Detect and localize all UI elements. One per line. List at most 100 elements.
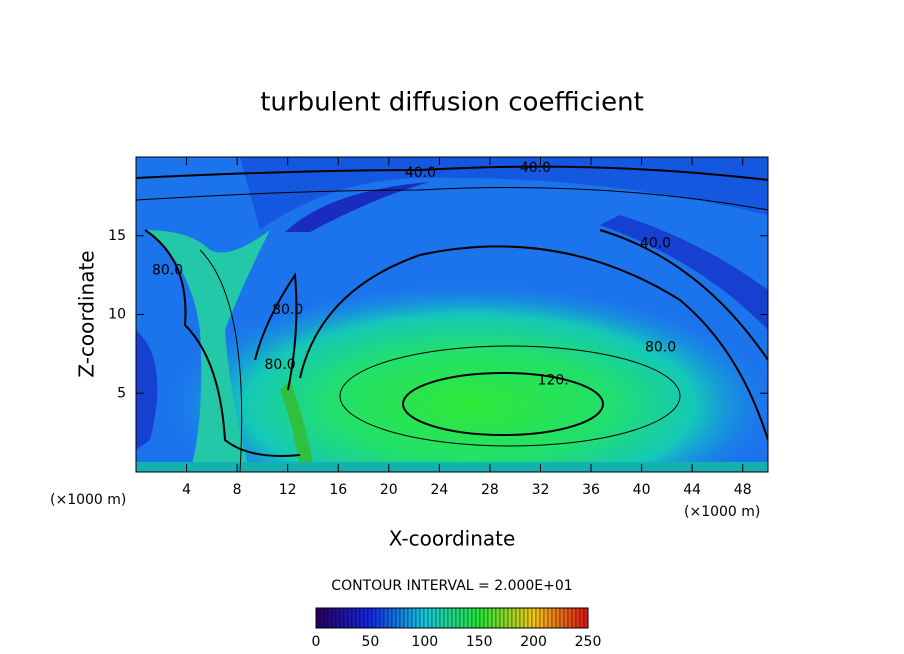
contour-label: 40.0 <box>640 236 671 252</box>
contour-line <box>402 372 604 436</box>
colorbar-cell <box>411 607 417 629</box>
colorbar-cell <box>495 607 501 629</box>
colorbar-cell <box>511 607 517 629</box>
contour-line <box>136 187 768 211</box>
field-band <box>600 215 768 330</box>
colorbar-cell <box>551 607 557 629</box>
colorbar-cell <box>391 607 397 629</box>
contour-line <box>254 272 298 391</box>
contour-label: 80.0 <box>152 262 183 278</box>
colorbar-tick-label: 50 <box>361 634 379 650</box>
colorbar-cell <box>459 607 465 629</box>
colorbar-cell <box>455 607 461 629</box>
field-band <box>136 157 768 230</box>
colorbar-cell <box>379 607 385 629</box>
contour-label: 40.0 <box>520 160 551 176</box>
colorbar-cell <box>383 607 389 629</box>
colorbar-cell <box>583 607 589 629</box>
colorbar-cell <box>351 607 357 629</box>
colorbar-cell <box>399 607 405 629</box>
colorbar-cell <box>423 607 429 629</box>
colorbar-cell <box>487 607 493 629</box>
contour-line <box>136 165 768 181</box>
colorbar-cell <box>435 607 441 629</box>
y-unit: (×1000 m) <box>50 492 126 508</box>
colorbar-tick-label: 100 <box>411 634 438 650</box>
x-unit: (×1000 m) <box>684 504 760 520</box>
colorbar-cell <box>499 607 505 629</box>
colorbar-tick-label: 200 <box>520 634 547 650</box>
field-band <box>285 182 430 232</box>
colorbar-cell <box>355 607 361 629</box>
contour-line <box>299 245 768 441</box>
field-band <box>136 462 768 472</box>
colorbar-cell <box>327 607 333 629</box>
colorbar-cell <box>463 607 469 629</box>
field-column <box>145 230 270 472</box>
x-tick-label: 32 <box>532 482 550 498</box>
colorbar-tick-label: 150 <box>466 634 493 650</box>
contour-interval: CONTOUR INTERVAL = 2.000E+01 <box>331 578 572 594</box>
colorbar-cell <box>387 607 393 629</box>
contour-line <box>339 345 681 447</box>
colorbar-cell <box>367 607 373 629</box>
colorbar-cell <box>403 607 409 629</box>
colorbar-cell <box>563 607 569 629</box>
contour-label: 80.0 <box>272 302 303 318</box>
colorbar-cell <box>579 607 585 629</box>
colorbar-cell <box>483 607 489 629</box>
colorbar-cell <box>363 607 369 629</box>
colorbar-cell <box>547 607 553 629</box>
x-tick-label: 28 <box>481 482 499 498</box>
colorbar-cell <box>419 607 425 629</box>
contour-label: 80.0 <box>645 340 676 356</box>
colorbar-cell <box>515 607 521 629</box>
x-tick-label: 24 <box>430 482 448 498</box>
colorbar-cell <box>395 607 401 629</box>
x-tick-label: 36 <box>582 482 600 498</box>
colorbar-cell <box>319 607 325 629</box>
x-tick-label: 20 <box>380 482 398 498</box>
field <box>136 157 768 472</box>
x-tick-label: 4 <box>182 482 191 498</box>
colorbar-cell <box>507 607 513 629</box>
x-tick-label: 8 <box>233 482 242 498</box>
colorbar-cell <box>523 607 529 629</box>
contour-line <box>599 229 768 361</box>
colorbar-cell <box>331 607 337 629</box>
colorbar-cell <box>503 607 509 629</box>
colorbar-cell <box>559 607 565 629</box>
colorbar-cell <box>475 607 481 629</box>
colorbar-cell <box>575 607 581 629</box>
colorbar-cell <box>567 607 573 629</box>
colorbar-cell <box>571 607 577 629</box>
colorbar-cell <box>531 607 537 629</box>
y-tick-label: 15 <box>108 228 126 244</box>
colorbar-cell <box>471 607 477 629</box>
colorbar-cell <box>431 607 437 629</box>
contour-line <box>199 249 243 472</box>
colorbar-cell <box>543 607 549 629</box>
colorbar-cell <box>359 607 365 629</box>
colorbar-cell <box>315 607 321 629</box>
colorbar-cell <box>335 607 341 629</box>
colorbar-tick-label: 250 <box>575 634 602 650</box>
field-core <box>170 285 768 472</box>
colorbar-cell <box>339 607 345 629</box>
y-axis-label: Z-coordinate <box>75 250 99 377</box>
colorbar-cell <box>427 607 433 629</box>
colorbar-cell <box>323 607 329 629</box>
colorbar: 0 50 100 150 200 250 <box>312 607 602 650</box>
x-tick-label: 44 <box>683 482 701 498</box>
x-tick-label: 16 <box>329 482 347 498</box>
colorbar-cell <box>535 607 541 629</box>
colorbar-cell <box>447 607 453 629</box>
colorbar-cell <box>519 607 525 629</box>
colorbar-cell <box>527 607 533 629</box>
colorbar-cell <box>479 607 485 629</box>
colorbar-cell <box>539 607 545 629</box>
colorbar-cell <box>343 607 349 629</box>
colorbar-cell <box>415 607 421 629</box>
field-band <box>136 330 158 450</box>
